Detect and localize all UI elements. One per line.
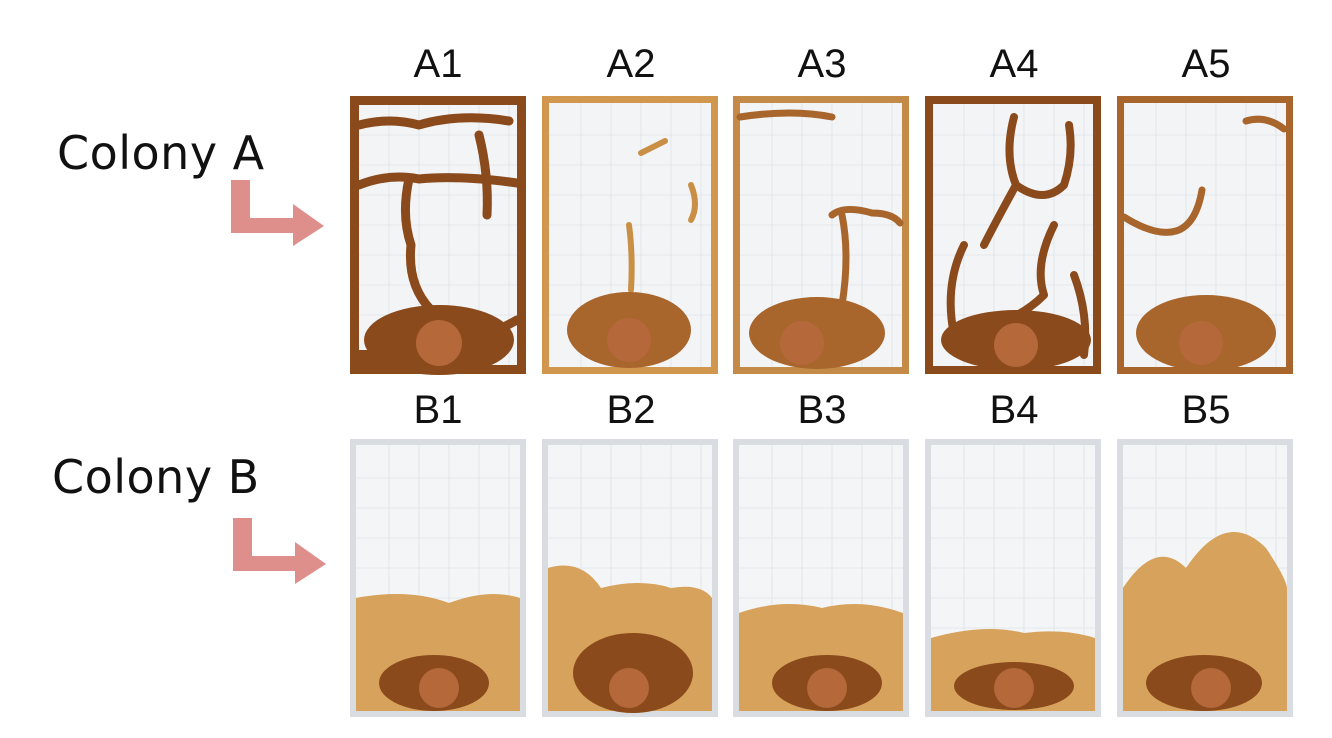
panel-label-a2: A2 [606,42,656,86]
panel-label-b2: B2 [606,388,656,432]
nest-photo-b1 [349,438,527,718]
nest-photo-b5 [1116,438,1294,718]
colony-b-label: Colony B [52,450,260,504]
panel-label-b5: B5 [1181,388,1231,432]
nest-photo-b4 [924,438,1102,718]
panel-label-b4: B4 [989,388,1039,432]
nest-photo-a2 [541,95,719,375]
arrow-icon [231,180,324,246]
nest-photo-a5 [1116,95,1294,375]
panel-label-a5: A5 [1181,42,1231,86]
nest-photo-a1 [349,95,527,375]
arrow-icon [233,518,326,584]
panel-label-b1: B1 [413,388,463,432]
panel-label-a1: A1 [413,42,463,86]
panel-label-b3: B3 [797,388,847,432]
nest-photo-b3 [732,438,910,718]
colony-a-label: Colony A [57,126,265,180]
nest-photo-a4 [924,95,1102,375]
nest-photo-a3 [732,95,910,375]
panel-label-a3: A3 [797,42,847,86]
panel-label-a4: A4 [989,42,1039,86]
nest-photo-b2 [541,438,719,718]
